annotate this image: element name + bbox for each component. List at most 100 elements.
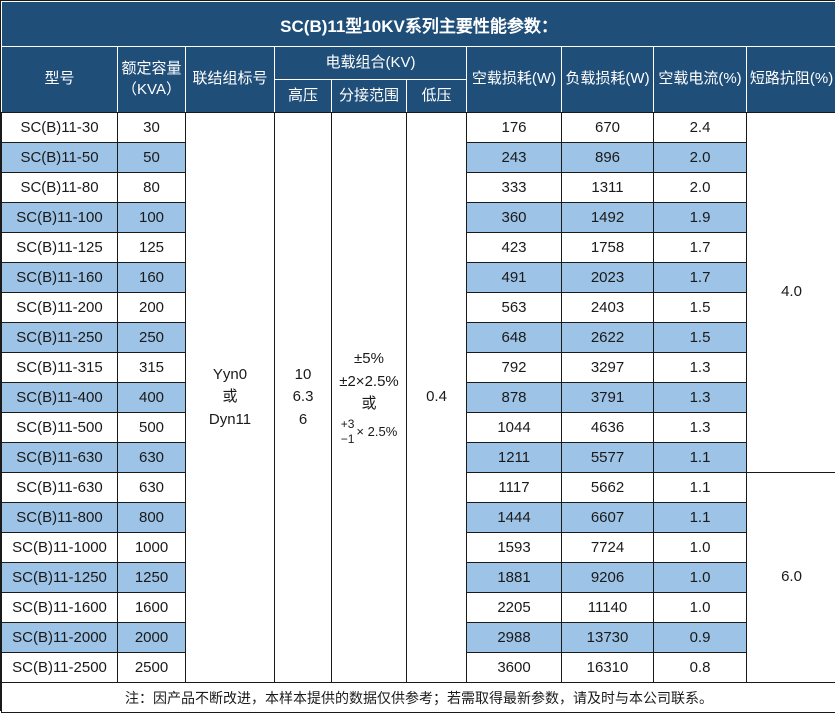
model-cell: SC(B)11-2000 (2, 623, 118, 653)
model-cell: SC(B)11-50 (2, 143, 118, 173)
capacity-cell: 1250 (118, 563, 186, 593)
load-loss-cell: 896 (562, 143, 654, 173)
impedance-merged-cell: 6.0 (747, 473, 835, 683)
model-cell: SC(B)11-315 (2, 353, 118, 383)
model-cell: SC(B)11-1600 (2, 593, 118, 623)
capacity-cell: 2000 (118, 623, 186, 653)
hv-merged-cell: 10 6.3 6 (275, 113, 332, 683)
load-loss-cell: 3791 (562, 383, 654, 413)
capacity-cell: 160 (118, 263, 186, 293)
model-cell: SC(B)11-630 (2, 473, 118, 503)
no-load-loss-cell: 792 (467, 353, 562, 383)
capacity-cell: 2500 (118, 653, 186, 683)
capacity-cell: 100 (118, 203, 186, 233)
model-cell: SC(B)11-500 (2, 413, 118, 443)
no-load-loss-cell: 3600 (467, 653, 562, 683)
no-load-loss-cell: 423 (467, 233, 562, 263)
col-header-capacity: 额定容量 （KVA） (118, 47, 186, 113)
col-header-voltage-group: 电载组合(KV) (275, 47, 467, 80)
model-cell: SC(B)11-100 (2, 203, 118, 233)
no-load-loss-cell: 1444 (467, 503, 562, 533)
load-loss-cell: 7724 (562, 533, 654, 563)
capacity-cell: 30 (118, 113, 186, 143)
no-load-loss-cell: 243 (467, 143, 562, 173)
col-header-connection: 联结组标号 (186, 47, 275, 113)
model-cell: SC(B)11-630 (2, 443, 118, 473)
no-load-current-cell: 1.1 (654, 503, 747, 533)
no-load-current-cell: 1.3 (654, 413, 747, 443)
no-load-current-cell: 1.5 (654, 293, 747, 323)
no-load-current-cell: 1.3 (654, 383, 747, 413)
load-loss-cell: 670 (562, 113, 654, 143)
capacity-cell: 500 (118, 413, 186, 443)
capacity-cell: 630 (118, 473, 186, 503)
title-row: SC(B)11型10KV系列主要性能参数： (2, 2, 835, 47)
col-header-load-loss: 负载损耗(W) (562, 47, 654, 113)
header-row-1: 型号 额定容量 （KVA） 联结组标号 电载组合(KV) 空载损耗(W) 负载损… (2, 47, 835, 80)
no-load-current-cell: 1.7 (654, 233, 747, 263)
load-loss-cell: 9206 (562, 563, 654, 593)
col-header-lv: 低压 (407, 80, 467, 113)
lv-merged-cell: 0.4 (407, 113, 467, 683)
no-load-current-cell: 1.1 (654, 473, 747, 503)
col-header-model: 型号 (2, 47, 118, 113)
no-load-loss-cell: 491 (467, 263, 562, 293)
load-loss-cell: 13730 (562, 623, 654, 653)
load-loss-cell: 3297 (562, 353, 654, 383)
col-header-hv: 高压 (275, 80, 332, 113)
model-cell: SC(B)11-160 (2, 263, 118, 293)
connection-merged-cell: Yyn0 或 Dyn11 (186, 113, 275, 683)
no-load-loss-cell: 1593 (467, 533, 562, 563)
model-cell: SC(B)11-200 (2, 293, 118, 323)
model-cell: SC(B)11-1000 (2, 533, 118, 563)
tap-range-merged-cell: ±5% ±2×2.5% 或+3−1× 2.5% (332, 113, 407, 683)
no-load-loss-cell: 1117 (467, 473, 562, 503)
capacity-cell: 1600 (118, 593, 186, 623)
load-loss-cell: 1492 (562, 203, 654, 233)
no-load-current-cell: 1.0 (654, 593, 747, 623)
model-cell: SC(B)11-800 (2, 503, 118, 533)
no-load-current-cell: 1.7 (654, 263, 747, 293)
impedance-merged-cell: 4.0 (747, 113, 835, 473)
model-cell: SC(B)11-400 (2, 383, 118, 413)
col-header-impedance: 短路抗阻(%) (747, 47, 835, 113)
no-load-loss-cell: 2205 (467, 593, 562, 623)
load-loss-cell: 2403 (562, 293, 654, 323)
no-load-loss-cell: 360 (467, 203, 562, 233)
model-cell: SC(B)11-250 (2, 323, 118, 353)
tap-range-fraction: +3−1× 2.5% (334, 417, 404, 447)
no-load-current-cell: 2.4 (654, 113, 747, 143)
capacity-cell: 400 (118, 383, 186, 413)
no-load-loss-cell: 878 (467, 383, 562, 413)
no-load-current-cell: 1.0 (654, 533, 747, 563)
load-loss-cell: 1758 (562, 233, 654, 263)
no-load-loss-cell: 648 (467, 323, 562, 353)
col-header-tap-range: 分接范围 (332, 80, 407, 113)
capacity-cell: 200 (118, 293, 186, 323)
load-loss-cell: 5577 (562, 443, 654, 473)
load-loss-cell: 1311 (562, 173, 654, 203)
no-load-current-cell: 2.0 (654, 143, 747, 173)
model-cell: SC(B)11-1250 (2, 563, 118, 593)
capacity-cell: 80 (118, 173, 186, 203)
capacity-cell: 1000 (118, 533, 186, 563)
capacity-cell: 50 (118, 143, 186, 173)
footnote: 注：因产品不断改进，本样本提供的数据仅供参考；若需取得最新参数，请及时与本公司联… (2, 683, 835, 713)
no-load-current-cell: 1.3 (654, 353, 747, 383)
load-loss-cell: 2622 (562, 323, 654, 353)
no-load-loss-cell: 1881 (467, 563, 562, 593)
no-load-loss-cell: 333 (467, 173, 562, 203)
load-loss-cell: 2023 (562, 263, 654, 293)
no-load-current-cell: 1.5 (654, 323, 747, 353)
no-load-current-cell: 0.8 (654, 653, 747, 683)
load-loss-cell: 16310 (562, 653, 654, 683)
load-loss-cell: 5662 (562, 473, 654, 503)
no-load-loss-cell: 176 (467, 113, 562, 143)
tap-range-lines: ±5% ±2×2.5% 或 (334, 348, 404, 416)
model-cell: SC(B)11-30 (2, 113, 118, 143)
no-load-loss-cell: 563 (467, 293, 562, 323)
no-load-current-cell: 2.0 (654, 173, 747, 203)
no-load-current-cell: 0.9 (654, 623, 747, 653)
